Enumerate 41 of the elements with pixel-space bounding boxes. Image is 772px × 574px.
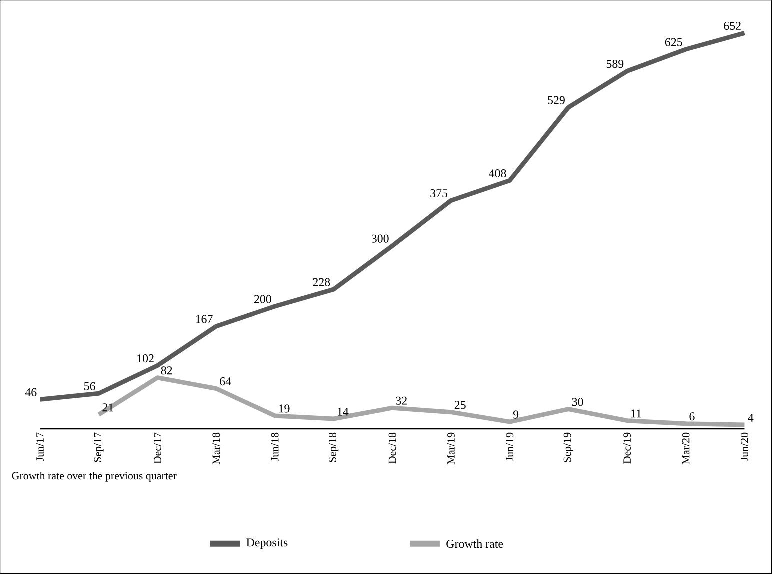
legend-label: Growth rate [446, 540, 504, 548]
x-tick-label: Jun/19 [506, 432, 514, 462]
data-label: 652 [724, 22, 741, 30]
x-tick-label: Mar/18 [212, 432, 220, 464]
data-label: 375 [430, 189, 448, 198]
x-tick-label: Dec/17 [154, 432, 162, 464]
data-label: 11 [632, 410, 642, 418]
x-tick-label: Sep/19 [564, 432, 574, 462]
data-label: 64 [220, 377, 232, 386]
x-tick-label: Jun/17 [36, 432, 44, 462]
x-tick-label: Dec/19 [624, 432, 631, 464]
data-label: 625 [665, 38, 682, 46]
data-label: 102 [138, 354, 154, 363]
x-tick-label: Sep/17 [94, 432, 104, 462]
data-label: 529 [548, 96, 565, 104]
data-label: 228 [313, 278, 330, 286]
data-label: 300 [372, 234, 389, 243]
data-label: 200 [254, 295, 272, 304]
data-label: 32 [396, 396, 407, 405]
data-label: 9 [513, 410, 519, 419]
data-label: 167 [196, 315, 213, 324]
data-label: 19 [279, 404, 290, 413]
data-label: 14 [338, 408, 349, 416]
data-label: 30 [572, 398, 584, 406]
data-label: 408 [489, 169, 506, 178]
x-tick-label: Dec/18 [388, 432, 396, 464]
x-tick-label: Mar/20 [682, 432, 690, 464]
data-label: 6 [690, 412, 695, 421]
x-tick-label: Mar/19 [448, 432, 455, 464]
data-label: 25 [454, 401, 466, 410]
data-label: 4 [748, 414, 754, 422]
x-tick-label: Jun/18 [271, 432, 279, 462]
data-label: 21 [102, 404, 114, 412]
x-tick-label: Jun/20 [741, 432, 748, 462]
data-label: 46 [25, 388, 37, 396]
data-label: 589 [606, 60, 624, 68]
data-label: 56 [84, 382, 96, 390]
legend-label: Deposits [246, 538, 288, 550]
x-tick-label: Sep/18 [328, 432, 339, 462]
text: Growth rate over the previous quarter [12, 472, 177, 482]
data-label: 82 [161, 366, 172, 375]
